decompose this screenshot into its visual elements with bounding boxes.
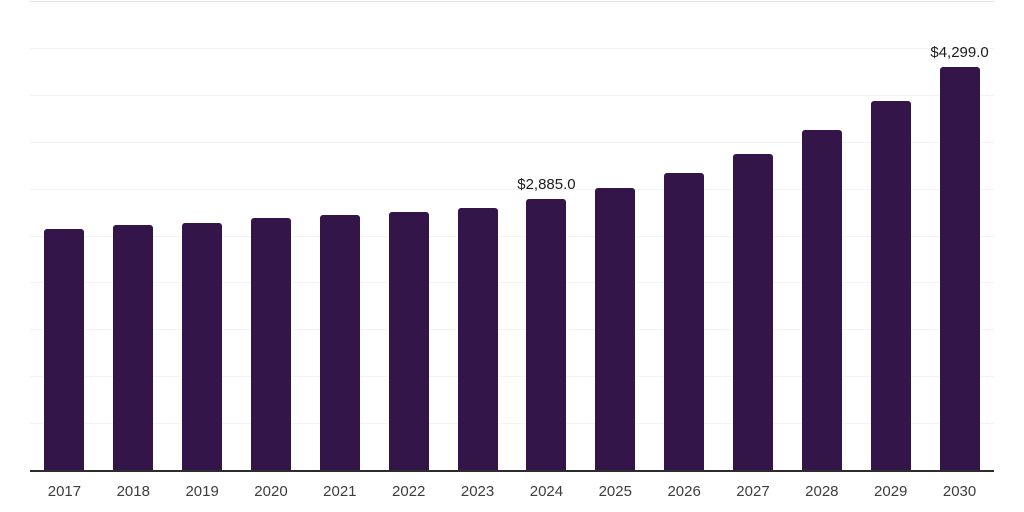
x-tick-label-2030: 2030 (942, 483, 977, 500)
x-tick-label-2025: 2025 (598, 483, 632, 500)
x-tick-label-2017: 2017 (47, 483, 82, 500)
x-tick-label-2029: 2029 (874, 483, 908, 500)
gridline-4500 (30, 47, 994, 49)
gridline-2500 (30, 235, 994, 237)
data-label-2030: $4,299.0 (930, 43, 989, 61)
gridline-1500 (30, 329, 994, 331)
bar-2026 (664, 172, 705, 470)
bar-2029 (870, 101, 911, 470)
x-tick-label-2026: 2026 (667, 483, 701, 500)
bar-2022 (388, 212, 429, 470)
bar-2028 (801, 129, 842, 470)
bar-2027 (733, 153, 773, 470)
x-tick-label-2027: 2027 (736, 483, 770, 500)
gridline-2000 (30, 282, 994, 284)
gridline-3000 (30, 188, 994, 190)
x-axis-line (30, 470, 994, 472)
bar-2025 (595, 188, 636, 470)
bar-2023 (457, 207, 498, 470)
data-label-2024: $2,885.0 (517, 176, 576, 194)
gridline-3500 (30, 141, 994, 143)
x-tick-label-2024: 2024 (529, 483, 564, 500)
gridline-5000 (30, 1, 994, 2)
x-tick-label-2028: 2028 (805, 483, 839, 500)
gridline-4000 (30, 94, 994, 96)
x-tick-label-2019: 2019 (185, 483, 219, 500)
bar-2019 (182, 222, 223, 470)
bar-2021 (319, 215, 360, 470)
bar-2024 (526, 199, 567, 470)
bar-2020 (251, 218, 291, 470)
bar-2017 (44, 228, 85, 470)
x-tick-label-2023: 2023 (460, 483, 495, 500)
gridline-500 (30, 423, 994, 425)
x-tick-label-2022: 2022 (392, 483, 426, 500)
x-tick-label-2018: 2018 (116, 483, 150, 500)
x-tick-label-2020: 2020 (254, 483, 288, 500)
gridline-1000 (30, 376, 994, 378)
x-tick-label-2021: 2021 (323, 483, 357, 500)
bar-2030 (939, 66, 980, 470)
bar-2018 (113, 225, 154, 470)
